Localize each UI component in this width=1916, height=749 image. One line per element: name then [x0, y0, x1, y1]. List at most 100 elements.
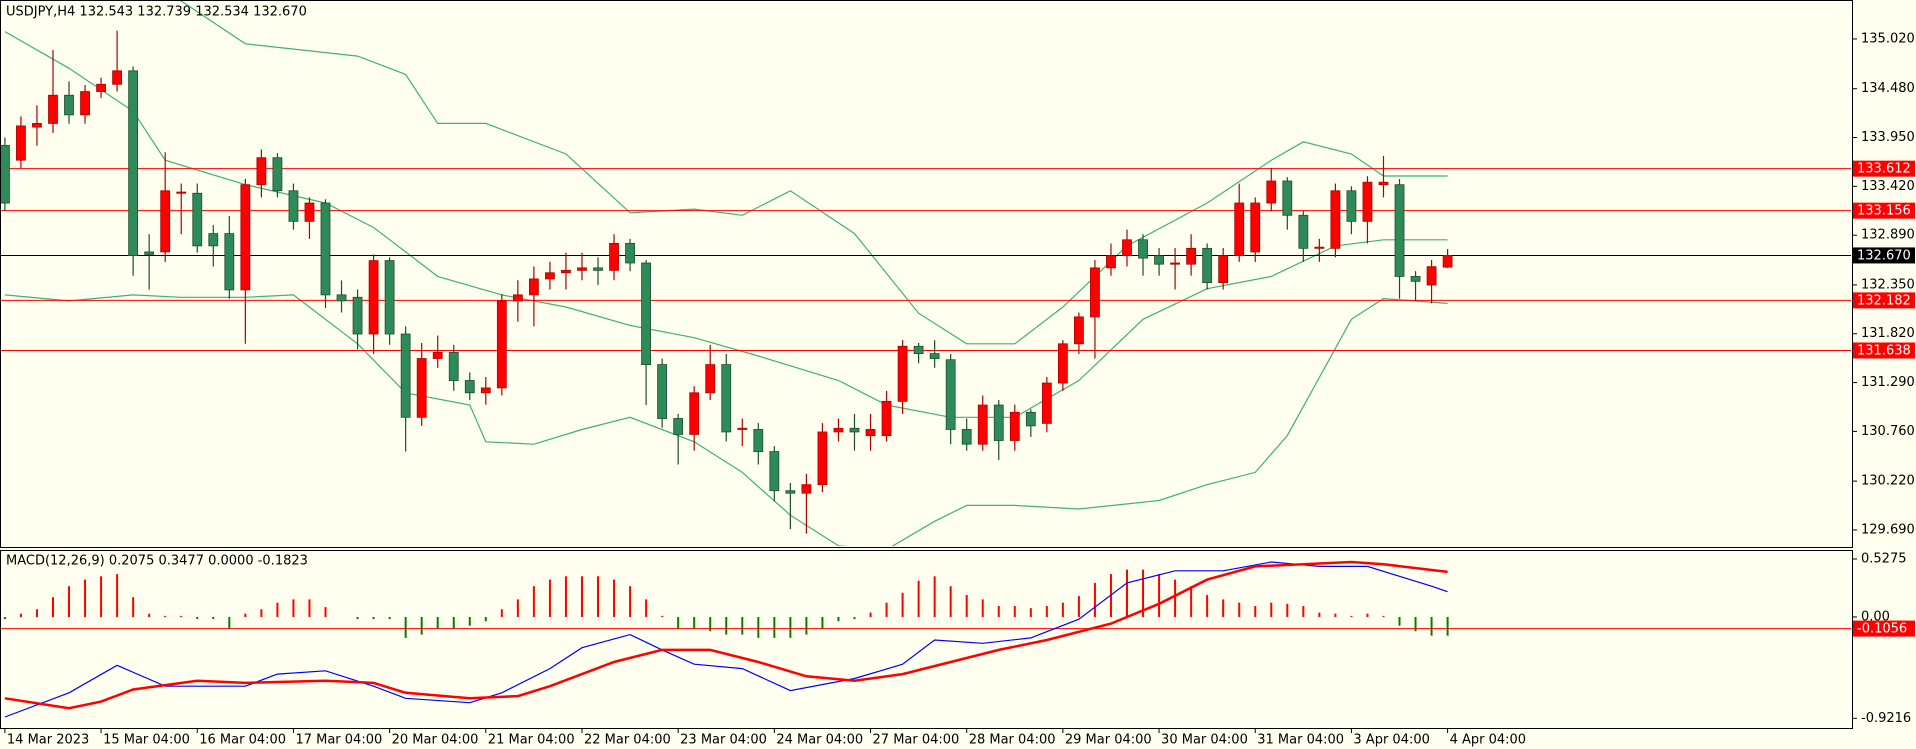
candle-body	[817, 431, 828, 486]
candle-body	[593, 267, 603, 271]
price-tag-label: 132.182	[1857, 293, 1911, 308]
candle-body	[1, 145, 10, 204]
candle-body	[128, 70, 139, 257]
x-tick-label: 16 Mar 04:00	[199, 733, 286, 748]
candle-body	[1410, 276, 1421, 282]
candle-body	[689, 392, 700, 435]
candle-body	[1442, 255, 1453, 268]
candle-body	[577, 267, 587, 271]
candle-body	[801, 484, 812, 494]
x-tick-label: 28 Mar 04:00	[969, 733, 1056, 748]
candle-body	[1138, 239, 1148, 259]
x-tick-label: 15 Mar 04:00	[103, 733, 190, 748]
y-tick-label: -0.9216	[1861, 711, 1911, 726]
candle-body	[144, 251, 155, 255]
candle-body	[1202, 247, 1213, 284]
candle-body	[849, 427, 860, 433]
candle-body	[1426, 266, 1437, 286]
x-tick-label: 27 Mar 04:00	[873, 733, 960, 748]
price-tag	[1853, 160, 1915, 177]
candle-body	[1154, 255, 1164, 265]
candle-body	[881, 400, 892, 437]
candle-body	[785, 490, 796, 494]
candle-body	[528, 278, 539, 296]
candle-body	[336, 294, 347, 302]
macd-frame	[0, 550, 1853, 729]
x-tick-label: 3 Apr 04:00	[1353, 733, 1430, 748]
candle-body	[1074, 316, 1084, 345]
candle-body	[160, 190, 171, 253]
candle-body	[865, 429, 876, 437]
y-tick-label: 129.690	[1861, 522, 1915, 537]
candle-body	[368, 260, 379, 335]
y-tick-label: 132.890	[1861, 228, 1915, 243]
candle-body	[545, 272, 555, 280]
candle-body	[657, 364, 668, 419]
y-tick-label: 133.420	[1861, 179, 1915, 194]
candle-body	[641, 262, 651, 366]
candle-body	[1106, 255, 1116, 269]
macd-title: MACD(12,26,9) 0.2075 0.3477 0.0000 -0.18…	[6, 554, 308, 569]
candle-body	[961, 429, 972, 445]
candle-body	[993, 404, 1004, 441]
x-tick-label: 23 Mar 04:00	[680, 733, 767, 748]
candle-body	[384, 260, 395, 335]
candle-body	[448, 351, 459, 381]
candle-body	[1394, 184, 1405, 277]
price-tag-label: 132.670	[1857, 248, 1911, 263]
y-tick-label: 131.290	[1861, 375, 1915, 390]
candle-body	[464, 380, 475, 394]
candle-body	[288, 190, 299, 222]
candle-body	[256, 157, 267, 186]
x-tick-label: 17 Mar 04:00	[295, 733, 382, 748]
candle-body	[320, 202, 331, 296]
candle-body	[625, 242, 635, 264]
candle-body	[1170, 262, 1180, 265]
y-tick-label: 131.820	[1861, 326, 1915, 341]
candle-body	[240, 184, 251, 291]
candle-body	[32, 123, 42, 128]
indicator-line	[4, 561, 1448, 718]
y-tick-label: 132.350	[1861, 277, 1915, 292]
candle-body	[224, 233, 235, 291]
candle-body	[769, 451, 780, 492]
x-tick-label: 30 Mar 04:00	[1161, 733, 1248, 748]
candle-body	[496, 300, 507, 389]
y-tick-label: 135.020	[1861, 31, 1915, 46]
x-tick-label: 14 Mar 2023	[7, 733, 89, 748]
candle-body	[1025, 411, 1036, 427]
x-tick-label: 20 Mar 04:00	[392, 733, 479, 748]
candle-body	[1009, 411, 1020, 441]
candle-body	[272, 157, 283, 192]
candle-body	[1234, 202, 1245, 257]
x-tick-label: 24 Mar 04:00	[776, 733, 863, 748]
candle-body	[609, 242, 619, 271]
overlay: 135.020 134.480 133.950 133.420 132.890 132.3…	[4, 31, 1915, 748]
candle-body	[897, 345, 908, 402]
candle-body	[1298, 214, 1309, 249]
candle-body	[400, 333, 411, 418]
candle-body	[1250, 202, 1261, 253]
candle-body	[753, 429, 764, 452]
y-tick-label: 134.480	[1861, 81, 1915, 96]
candle-body	[96, 83, 106, 92]
candle-body	[945, 359, 956, 430]
price-tag-label: -0.1056	[1857, 622, 1907, 637]
candle-body	[1330, 190, 1341, 249]
candle-body	[1041, 382, 1052, 424]
chart-title: USDJPY,H4 132.543 132.739 132.534 132.67…	[6, 5, 307, 20]
candle-body	[1057, 343, 1068, 384]
indicator-line	[4, 560, 1448, 710]
price-tag	[1853, 620, 1915, 637]
y-tick-label: 130.220	[1861, 474, 1915, 489]
candle-body	[1186, 247, 1197, 265]
candle-body	[80, 91, 90, 116]
candle-body	[929, 353, 940, 359]
main-frame	[0, 0, 1853, 548]
x-tick-label: 21 Mar 04:00	[488, 733, 575, 748]
candle-body	[352, 296, 363, 335]
macd-plot	[1, 560, 1851, 718]
candle-body	[1266, 180, 1277, 204]
